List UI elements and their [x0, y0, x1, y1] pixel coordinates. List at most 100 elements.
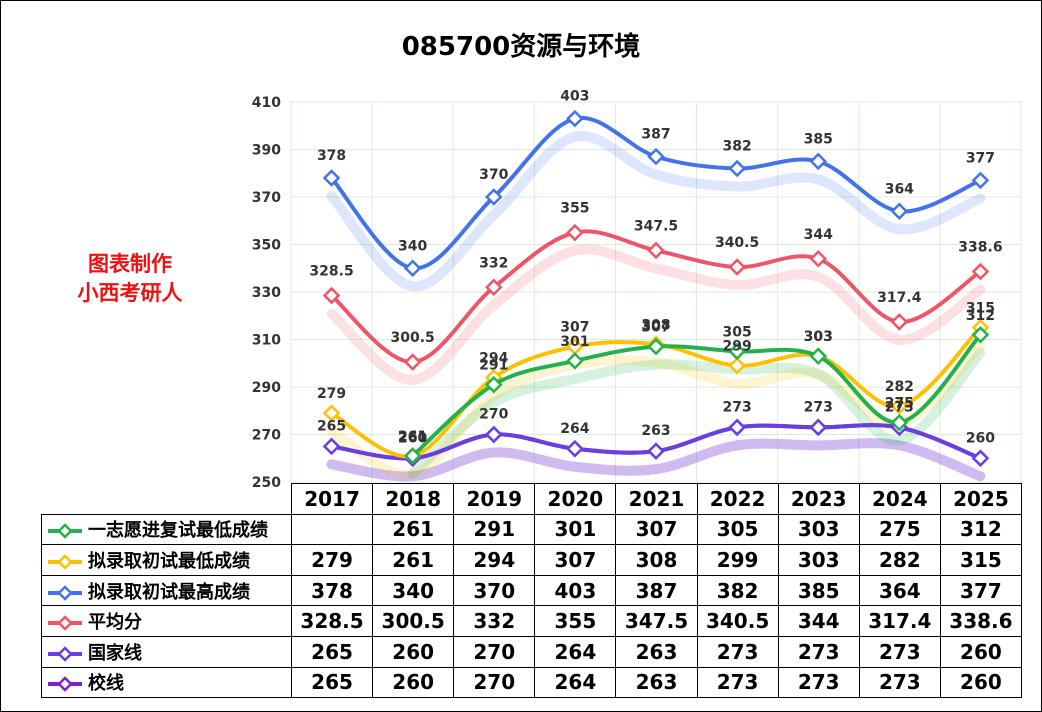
table-cell: 264 [534, 666, 617, 699]
data-point-marker [322, 404, 341, 422]
series-line-shadow [326, 340, 986, 480]
table-cell: 261 [372, 544, 455, 576]
y-tick-label: 250 [252, 475, 281, 491]
data-label: 282 [885, 379, 914, 395]
data-label: 312 [966, 308, 995, 324]
table-cell: 273 [777, 666, 860, 699]
data-label: 263 [641, 423, 670, 439]
table-cell: 332 [453, 605, 536, 637]
data-label: 303 [804, 329, 833, 345]
table-cell: 315 [939, 544, 1022, 576]
data-point-marker [485, 375, 503, 394]
table-cell: 300.5 [372, 605, 455, 637]
table-cell: 370 [453, 574, 536, 607]
legend-label: 国家线 [88, 642, 142, 664]
table-cell: 377 [939, 574, 1022, 607]
data-point-marker [728, 342, 746, 361]
table-cell: 344 [777, 605, 860, 637]
data-label: 315 [966, 301, 995, 317]
table-corner [42, 484, 292, 515]
x-tick-label: 2023 [777, 483, 860, 515]
data-point-marker [647, 147, 665, 166]
data-label: 260 [398, 430, 427, 446]
data-label: 340 [398, 238, 427, 254]
data-label: 273 [885, 399, 914, 415]
data-point-marker [728, 258, 746, 276]
data-point-marker [566, 223, 584, 242]
table-cell: 387 [615, 574, 698, 607]
data-label: 261 [398, 429, 427, 445]
table-cell: 275 [858, 513, 941, 546]
series-line [329, 115, 983, 271]
table-row: 校线 265 260 270 264 263 273 273 273 260 [41, 666, 1022, 699]
data-label: 387 [641, 127, 670, 143]
table-cell [290, 513, 374, 546]
data-point-marker [728, 356, 746, 375]
table-cell: 340.5 [696, 605, 779, 637]
data-label: 382 [722, 139, 751, 155]
x-tick-label: 2021 [615, 483, 698, 515]
y-tick-label: 410 [252, 95, 281, 111]
series-line-shadow [326, 438, 986, 482]
data-label: 265 [317, 418, 346, 434]
legend-key [48, 615, 82, 631]
data-point-marker [809, 418, 827, 437]
data-label: 317.4 [877, 290, 922, 306]
table-cell: 385 [777, 574, 860, 607]
table-cell: 340 [372, 574, 455, 607]
table-cell: 307 [534, 544, 617, 576]
table-cell: 263 [615, 635, 698, 668]
data-point-marker [971, 449, 990, 468]
y-tick-label: 290 [252, 380, 281, 396]
y-tick-label: 390 [252, 143, 281, 159]
data-point-marker [485, 188, 503, 206]
legend-key [48, 523, 82, 540]
series-line-shadow [407, 347, 986, 479]
table-cell: 328.5 [290, 605, 374, 637]
table-row: 国家线 265 260 270 264 263 273 273 273 260 [41, 635, 1022, 668]
data-point-marker [322, 169, 341, 187]
legend-key [48, 554, 82, 570]
data-point-marker [809, 347, 827, 365]
data-point-marker [403, 259, 422, 278]
data-point-marker [890, 202, 909, 221]
data-label: 370 [479, 167, 508, 183]
x-tick-label: 2017 [290, 483, 374, 515]
legend-entry: 国家线 [41, 635, 292, 668]
data-label: 279 [317, 386, 346, 402]
table-cell: 317.4 [858, 605, 941, 637]
table-cell: 270 [453, 635, 536, 668]
legend-label: 校线 [88, 673, 124, 695]
chart-title: 085700资源与环境 [401, 32, 641, 62]
data-label: 273 [722, 399, 751, 415]
series-line-shadow [326, 244, 986, 386]
table-cell: 263 [615, 666, 698, 699]
legend-label: 平均分 [88, 612, 142, 634]
data-point-marker [728, 418, 746, 437]
table-cell: 301 [534, 513, 617, 546]
data-point-marker [322, 437, 341, 456]
watermark-line-2: 小西考研人 [77, 281, 183, 305]
data-label: 308 [641, 317, 670, 333]
data-point-marker [322, 286, 341, 305]
x-tick-label: 2025 [939, 483, 1022, 515]
table-cell: 312 [939, 513, 1022, 546]
table-cell: 291 [453, 513, 536, 546]
data-label: 355 [560, 201, 589, 217]
table-cell: 260 [372, 635, 455, 668]
y-tick-label: 310 [252, 333, 281, 349]
data-point-marker [890, 397, 909, 415]
legend-entry: 校线 [41, 666, 292, 699]
table-cell: 261 [372, 513, 455, 546]
legend-key [48, 676, 82, 693]
table-cell: 308 [615, 544, 698, 576]
data-label: 377 [966, 150, 995, 166]
legend-entry: 拟录取初试最低成绩 [41, 544, 292, 576]
table-cell: 382 [696, 574, 779, 607]
table-cell: 299 [696, 544, 779, 576]
table-cell: 355 [534, 605, 617, 637]
table-row: 拟录取初试最高成绩 378 340 370 403 387 382 385 364 377 [41, 574, 1022, 607]
series-line-shadow [326, 438, 986, 482]
data-label: 338.6 [958, 240, 1002, 256]
